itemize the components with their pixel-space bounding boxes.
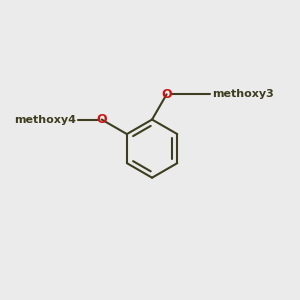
Text: methoxy3: methoxy3 — [212, 89, 273, 99]
Text: O: O — [96, 113, 107, 126]
Text: O: O — [161, 88, 172, 101]
Text: methoxy4: methoxy4 — [14, 115, 77, 124]
